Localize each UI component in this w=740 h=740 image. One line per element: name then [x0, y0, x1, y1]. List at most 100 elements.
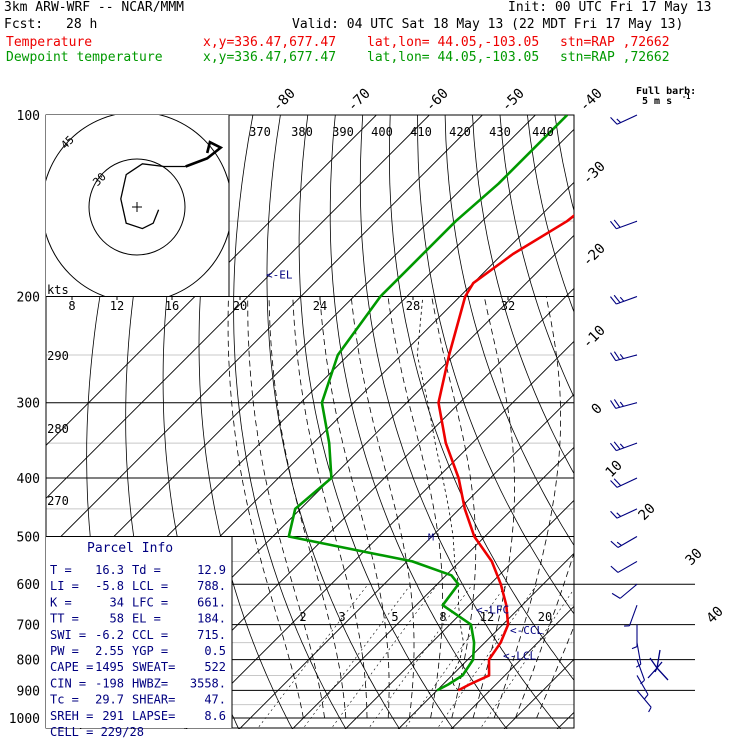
dry-adiabat-350	[472, 115, 574, 475]
dry-adiabat-420	[658, 87, 740, 730]
dewpoint-legend-latlon: lat,lon= 44.05,-103.05	[367, 50, 540, 65]
isotherm--100	[46, 115, 431, 500]
barb-legend-line1: Full barb:	[636, 86, 696, 97]
dry-adiabat-320	[388, 115, 574, 681]
dry-adiabat-280	[266, 115, 401, 729]
hodograph-trace-upper	[185, 140, 224, 168]
dry-adiabat-270	[233, 115, 347, 729]
parcel-path	[416, 296, 464, 691]
mean-wind-marker: M	[428, 532, 434, 543]
mixing-ratio-label-3: 3	[338, 610, 345, 624]
parcel-row-6-value1: 1495	[95, 660, 124, 674]
moist-adiabat-34	[536, 625, 574, 719]
wind-barb-200	[609, 294, 638, 305]
isotherm-label-40: 40	[704, 604, 727, 627]
isotherm-label--40: -40	[577, 86, 606, 115]
isotherm--20	[238, 393, 574, 729]
dewpoint-legend-xy: x,y=336.47,677.47	[203, 50, 337, 65]
isotherm-label--50: -50	[499, 86, 528, 115]
parcel-row-1-value2: 788.	[197, 579, 226, 593]
moist-adiabat--10	[227, 296, 304, 719]
isotherm--110	[46, 115, 378, 447]
isotherm-label-30: 30	[683, 546, 706, 569]
wind-barb-150	[609, 219, 638, 230]
wind-barb-850	[636, 675, 649, 700]
wind-barb-300	[610, 399, 638, 409]
parcel-row-3-value2: 184.	[197, 612, 226, 626]
hodograph-ring-30	[88, 158, 186, 256]
isotherm-label-10: 10	[603, 458, 626, 481]
dry-adiabat-360	[499, 115, 574, 398]
hodograph-scale-20: 20	[233, 299, 247, 313]
hodograph-scale-12: 12	[110, 299, 124, 313]
parcel-row-0-value2: 12.9	[197, 563, 226, 577]
parcel-row-2-label1: K =	[50, 595, 72, 609]
marker-el: <-EL	[266, 269, 293, 282]
mixing-ratio-label-20: 20	[538, 610, 552, 624]
parcel-row-9-value2: 8.6	[204, 709, 226, 723]
moist-adiabat-10	[350, 296, 415, 719]
theta-label-290: 290	[47, 349, 69, 363]
mixing-ratio-12	[436, 584, 538, 729]
parcel-row-2-value2: 661.	[197, 595, 226, 609]
mixing-ratio-label-8: 8	[439, 610, 446, 624]
hodograph-units: kts	[47, 283, 69, 297]
init-time: Init: 00 UTC Fri 17 May 13	[508, 0, 712, 15]
dry-adiabat-440	[711, 87, 740, 730]
parcel-row-4-value2: 715.	[197, 628, 226, 642]
wind-barb-500	[610, 536, 638, 548]
wind-barb-650	[624, 604, 638, 627]
parcel-row-3-value1: 58	[110, 612, 124, 626]
wind-barb-350	[609, 441, 638, 452]
parcel-row-6-label1: CAPE =	[50, 660, 93, 674]
plot-frame	[45, 114, 575, 729]
parcel-row-8-label2: SHEAR=	[132, 693, 175, 707]
parcel-row-7-value2: 3558.	[190, 676, 226, 690]
parcel-row-0-label1: T =	[50, 563, 72, 577]
mixing-ratio-8	[404, 584, 507, 729]
parcel-row-8-label1: Tc =	[50, 693, 79, 707]
parcel-row-7-value1: -198	[95, 676, 124, 690]
isotherm-0	[344, 499, 574, 729]
wind-barb-250	[610, 351, 638, 362]
parcel-row-0-label2: Td =	[132, 563, 161, 577]
theta-label-370: 370	[249, 125, 271, 139]
parcel-row-5-value1: 2.55	[95, 644, 124, 658]
wind-barb-100	[610, 114, 638, 125]
moist-adiabat--6	[247, 296, 325, 719]
model-title: 3km ARW-WRF -- NCAR/MMM	[4, 0, 185, 15]
isotherm--80	[46, 115, 537, 606]
parcel-row-7-label2: HWBZ=	[132, 676, 168, 690]
dewpoint-legend-station: stn=RAP ,72662	[560, 50, 670, 65]
moist-adiabat-2	[292, 296, 368, 718]
mixing-ratio-label-12: 12	[480, 610, 494, 624]
moist-adiabat-30	[515, 551, 574, 719]
parcel-row-8-value1: 29.7	[95, 693, 124, 707]
hodograph-scale-32: 32	[501, 299, 515, 313]
dewpoint-legend-name: Dewpoint temperature	[6, 50, 163, 65]
isotherm-20	[450, 605, 574, 729]
moist-adiabat-14	[387, 296, 443, 719]
isotherm-label--20: -20	[580, 241, 609, 270]
isotherm-40	[556, 711, 574, 729]
parcel-row-8-value2: 47.	[204, 693, 226, 707]
barb-legend: Full barb:5 m s -1	[636, 86, 696, 107]
moist-adiabat-22	[472, 296, 515, 719]
parcel-row-9-value1: 291	[102, 709, 124, 723]
moist-adiabat--2	[268, 296, 347, 719]
isotherm-label--60: -60	[423, 86, 452, 115]
parcel-row-4-value1: -6.2	[95, 628, 124, 642]
theta-label-270: 270	[47, 494, 69, 508]
parcel-row-9-label1: SREH =	[50, 709, 93, 723]
barb-legend-line2: 5 m s	[642, 96, 672, 107]
moist-adiabat-18	[431, 296, 477, 719]
moist-adiabat-6	[319, 296, 390, 719]
isotherm-label-0: 0	[589, 401, 606, 418]
dry-adiabat-340	[444, 115, 574, 547]
parcel-cell: CELL = 229/28	[50, 725, 144, 739]
barb-legend-sup: -1	[682, 93, 690, 101]
temperature-profile	[437, 214, 574, 692]
wind-barb-400	[610, 477, 638, 488]
theta-label-410: 410	[410, 125, 432, 139]
